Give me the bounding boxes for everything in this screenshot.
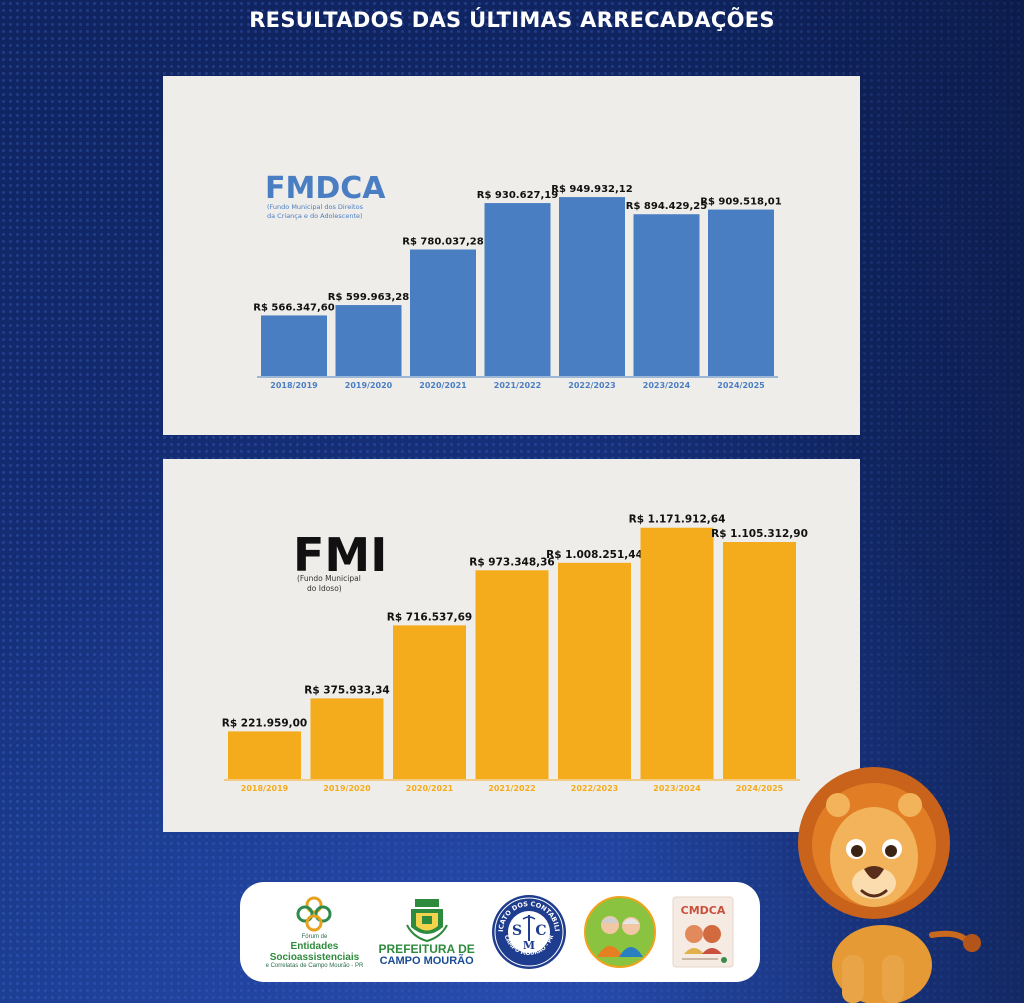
fmdca-bar-1 [335,305,402,376]
fmdca-chart-subtitle-2: da Criança e do Adolescente) [267,212,363,220]
cmdca-card-icon: CMDCA [672,896,734,968]
forum-knot-icon [296,896,332,932]
fmdca-value-label-5: R$ 894.429,25 [626,201,707,212]
forum-logo-line3: Socioassistenciais [269,952,360,963]
fmdca-bar-0 [261,315,327,376]
fmdca-value-label-6: R$ 909.518,01 [700,197,781,208]
fmi-bar-2 [393,625,466,779]
sindicato-letter-m: M [523,939,535,952]
fmdca-category-label-3: 2021/2022 [494,381,541,390]
fmdca-bar-3 [484,203,551,376]
fmi-value-label-0: R$ 221.959,00 [222,717,307,729]
fmdca-category-label-6: 2024/2025 [717,381,765,390]
sindicato-letter-c: C [535,923,546,939]
fmdca-category-label-4: 2022/2023 [568,381,615,390]
lion-mascot [798,767,981,1003]
fmdca-chart-panel: FMDCA (Fundo Municipal dos Direitos da C… [163,76,860,435]
partner-logos-bar: Fórum de Entidades Socioassistenciais e … [240,882,760,982]
fmi-category-label-5: 2023/2024 [653,784,701,793]
fmi-bar-3 [475,570,549,779]
fmi-category-label-3: 2021/2022 [488,784,535,793]
fmi-value-label-5: R$ 1.171.912,64 [629,514,726,526]
fmdca-bar-2 [410,249,476,376]
fmi-chart-panel: FMI (Fundo Municipal do Idoso) R$ 221.95… [163,459,860,832]
fmi-category-label-0: 2018/2019 [241,784,289,793]
fmdca-bar-6 [708,209,774,376]
fmi-value-label-3: R$ 973.348,36 [469,556,554,568]
fmi-value-label-2: R$ 716.537,69 [387,611,472,623]
city-crest-icon [405,899,448,943]
prefeitura-logo-line1: PREFEITURA DE [378,942,475,956]
page-title: RESULTADOS DAS ÚLTIMAS ARRECADAÇÕES [249,8,775,32]
fmi-value-label-1: R$ 375.933,34 [304,684,389,696]
fmi-chart: FMI (Fundo Municipal do Idoso) R$ 221.95… [222,514,808,793]
sindicato-letter-s: S [512,923,522,939]
fmdca-value-label-0: R$ 566.347,60 [253,302,334,313]
elderly-couple-icon [584,896,657,968]
fmi-value-label-6: R$ 1.105.312,90 [711,528,808,540]
fmi-chart-subtitle-1: (Fundo Municipal [297,574,361,583]
fmdca-category-label-0: 2018/2019 [270,381,318,390]
sindicato-logo: SINDICATO DOS CONTABILISTAS CAMPO MOURÃO… [490,893,568,971]
fmi-chart-title: FMI [293,528,387,582]
fmdca-chart-title: FMDCA [265,171,386,206]
forum-logo: Fórum de Entidades Socioassistenciais e … [265,894,364,970]
fmi-value-label-4: R$ 1.008.251,44 [546,549,643,561]
fmi-category-label-4: 2022/2023 [571,784,618,793]
fmdca-value-label-2: R$ 780.037,28 [402,237,483,248]
fmdca-category-label-2: 2020/2021 [419,381,467,390]
cmdca-logo: CMDCA [672,896,734,968]
forum-logo-line1: Fórum de [301,934,328,940]
fmdca-category-label-1: 2019/2020 [345,381,393,390]
fmdca-value-label-3: R$ 930.627,19 [477,190,558,201]
forum-logo-line2: Entidades [290,941,339,952]
prefeitura-logo: PREFEITURA DE CAMPO MOURÃO [379,897,475,967]
fmdca-chart: FMDCA (Fundo Municipal dos Direitos da C… [253,171,781,390]
elderly-logo [583,895,657,969]
fmi-bar-5 [640,527,714,779]
fmdca-chart-subtitle-1: (Fundo Municipal dos Direitos [267,203,364,211]
fmdca-value-label-1: R$ 599.963,28 [328,292,409,303]
fmdca-bar-5 [633,214,700,376]
fmi-bar-6 [723,542,796,779]
sindicato-seal-icon: SINDICATO DOS CONTABILISTAS CAMPO MOURÃO… [490,893,566,969]
fmi-bar-4 [558,562,631,779]
fmi-category-label-6: 2024/2025 [736,784,784,793]
fmdca-category-label-5: 2023/2024 [643,381,691,390]
forum-logo-line4: e Correlatas de Campo Mourão - PR [265,963,364,969]
fmi-chart-subtitle-2: do Idoso) [307,584,342,593]
fmi-bar-0 [228,731,301,779]
fmi-category-label-2: 2020/2021 [406,784,454,793]
fmi-category-label-1: 2019/2020 [323,784,371,793]
fmdca-bar-4 [559,197,625,376]
prefeitura-logo-line2: CAMPO MOURÃO [379,955,474,967]
fmi-bar-1 [310,698,384,779]
fmdca-value-label-4: R$ 949.932,12 [551,184,632,195]
cmdca-logo-text: CMDCA [681,904,726,917]
